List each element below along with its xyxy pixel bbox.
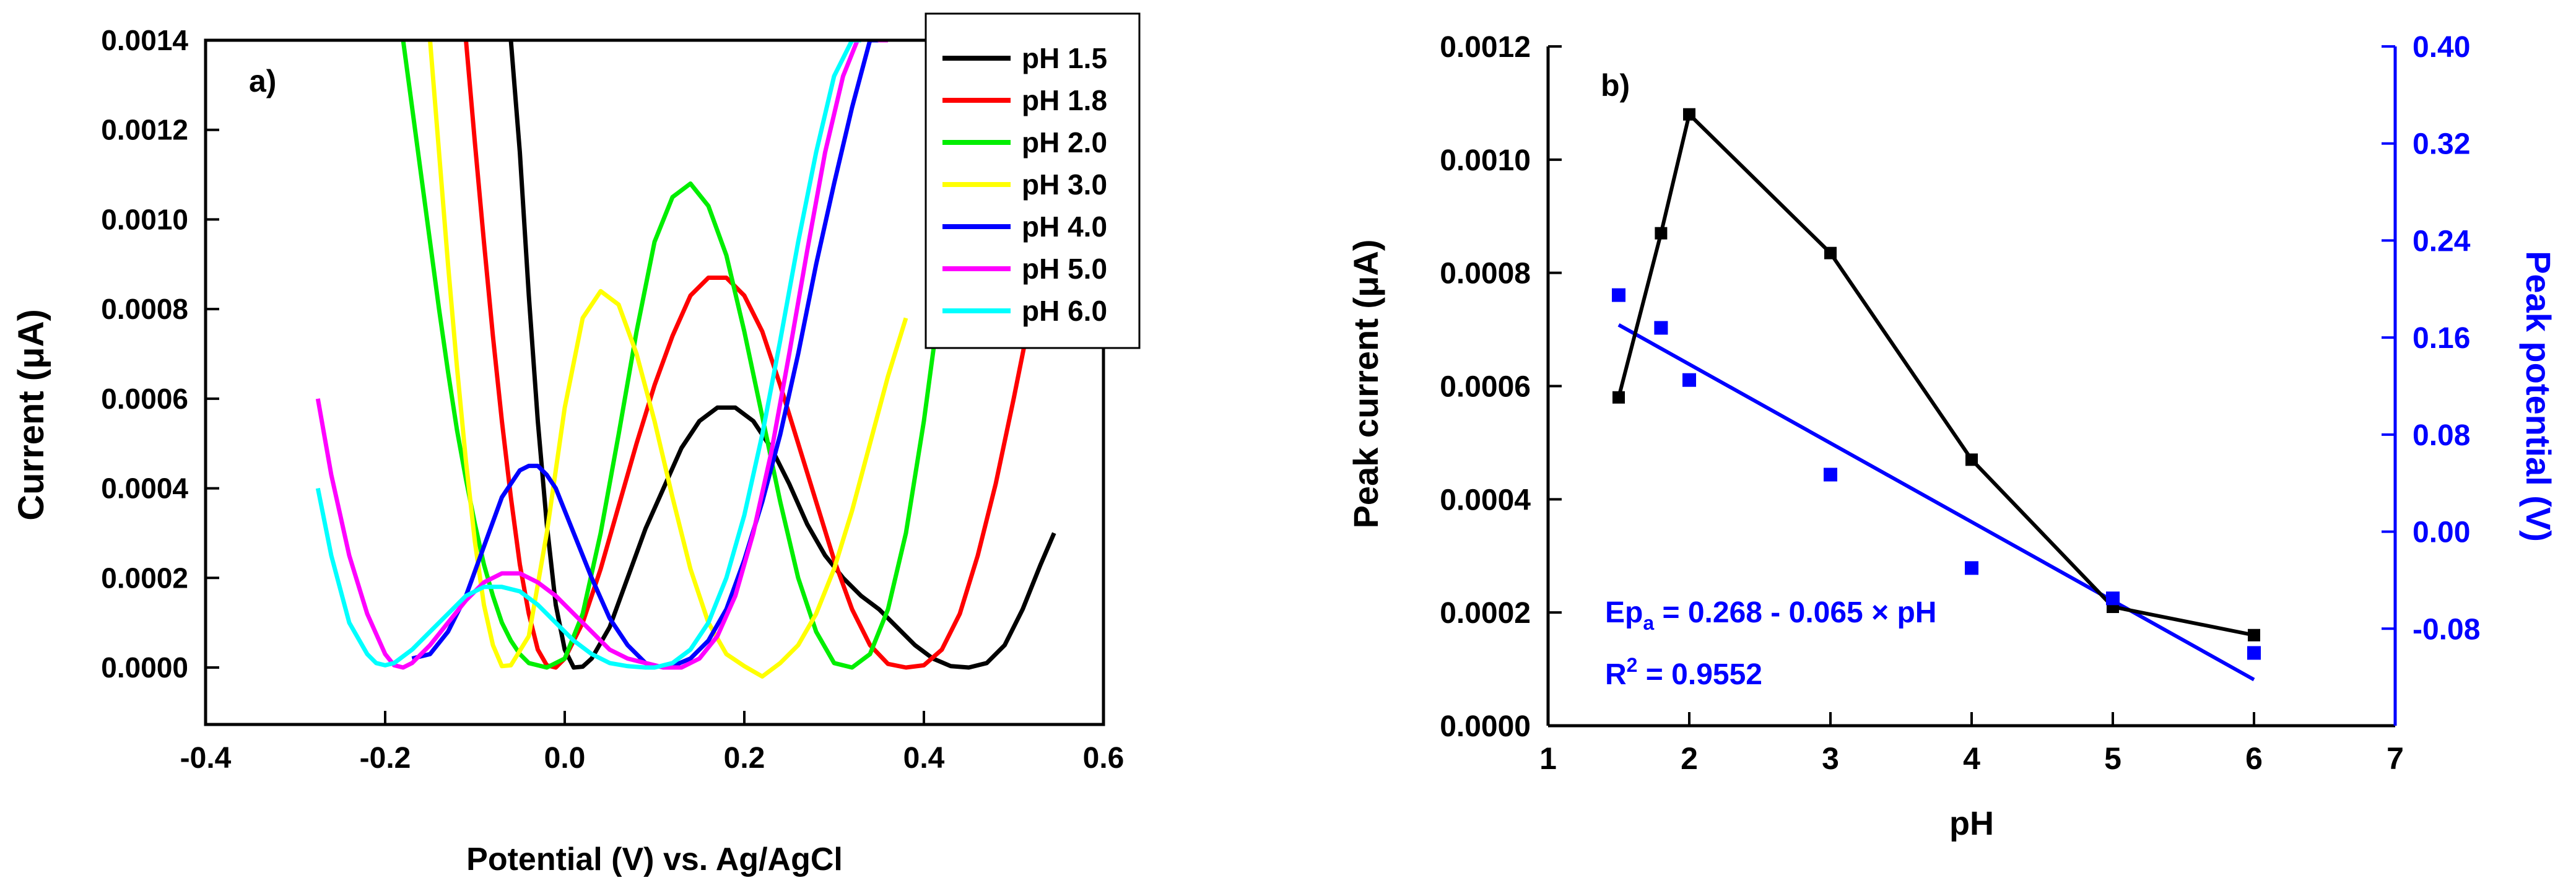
y-tick-label: 0.0000 xyxy=(1440,710,1531,743)
x-tick-label: 2 xyxy=(1681,741,1698,776)
y-axis-label-right: Peak potential (V) xyxy=(2519,251,2558,542)
potential-point xyxy=(1965,561,1978,575)
y-axis-label: Peak current (μA) xyxy=(1346,240,1385,529)
potential-point xyxy=(1654,321,1668,335)
current-line xyxy=(1617,112,2255,637)
x-tick-label: 0.2 xyxy=(724,742,765,775)
y-tick-label: 0.0006 xyxy=(1440,371,1531,404)
y-tick-label: 0.0006 xyxy=(101,383,188,415)
potential-point xyxy=(1682,373,1696,387)
series-line xyxy=(508,40,1056,670)
series-line xyxy=(315,40,861,670)
current-point xyxy=(2248,629,2260,642)
current-point xyxy=(1612,391,1625,404)
series-group xyxy=(315,40,1056,679)
y-tick-label: 0.0004 xyxy=(1440,484,1531,516)
fit-line xyxy=(1617,323,2255,682)
panel-b: b) 1 2 3 4 5 6 7 0.0000 0.0002 0.0004 0.0006 0.0008… xyxy=(1346,31,2558,842)
y-tick-label: 0.0008 xyxy=(101,293,188,325)
r2-rest: = 0.9552 xyxy=(1637,658,1762,691)
legend-label: pH 1.8 xyxy=(1022,84,1107,116)
current-point xyxy=(1824,246,1837,259)
legend-label: pH 1.5 xyxy=(1022,42,1107,74)
tick-group: 1 2 3 4 5 6 7 0.0000 0.0002 0.0004 0.0006 0.0008 0.0… xyxy=(1440,31,2480,776)
x-tick-label: -0.2 xyxy=(360,742,411,775)
legend-box xyxy=(925,12,1141,349)
y-tick-label-right: -0.08 xyxy=(2413,613,2480,646)
x-tick-label: 7 xyxy=(2387,741,2404,776)
y-axis-label: Current (μA) xyxy=(11,309,51,521)
legend-label: pH 3.0 xyxy=(1022,168,1107,201)
x-tick-label: 0.6 xyxy=(1083,742,1125,775)
potential-point xyxy=(1612,288,1625,302)
x-tick-label: 0.4 xyxy=(903,742,945,775)
panel-label: a) xyxy=(249,64,276,98)
legend-label: pH 2.0 xyxy=(1022,126,1107,159)
x-tick-label: 3 xyxy=(1822,741,1839,776)
plot-frame xyxy=(204,38,1105,726)
r-squared: R2 = 0.9552 xyxy=(1605,654,1762,691)
potential-point xyxy=(2106,591,2120,606)
y-tick-label-right: 0.16 xyxy=(2413,322,2470,355)
series-line xyxy=(315,40,888,670)
legend-label: pH 5.0 xyxy=(1022,253,1107,285)
x-tick-label: 6 xyxy=(2245,741,2263,776)
y-tick-label: 0.0008 xyxy=(1440,258,1531,290)
panel-a: a) -0.4 -0.2 0.0 0.2 0.4 0.6 0.0000 0.0002 0.000… xyxy=(11,12,1141,877)
panel-label: b) xyxy=(1601,68,1630,103)
legend-label: pH 6.0 xyxy=(1022,295,1107,327)
y-tick-label-right: 0.32 xyxy=(2413,128,2470,161)
x-tick-label: 0.0 xyxy=(544,742,586,775)
legend-label: pH 4.0 xyxy=(1022,211,1107,243)
potential-point xyxy=(1824,468,1837,482)
y-tick-label: 0.0000 xyxy=(101,651,188,684)
y-tick-label-right: 0.24 xyxy=(2413,225,2471,258)
eq-subscript: a xyxy=(1643,612,1654,634)
y-tick-label: 0.0012 xyxy=(101,114,188,146)
y-tick-label: 0.0010 xyxy=(101,203,188,235)
y-tick-label-right: 0.40 xyxy=(2413,31,2470,64)
r2-base: R xyxy=(1605,658,1627,691)
series-line xyxy=(411,40,879,670)
r2-superscript: 2 xyxy=(1627,654,1638,676)
current-point xyxy=(1965,453,1978,466)
y-tick-label-right: 0.08 xyxy=(2413,419,2470,452)
series-group xyxy=(1612,108,2261,682)
y-tick-label: 0.0004 xyxy=(101,472,188,505)
eq-rest: = 0.268 - 0.065 × pH xyxy=(1654,596,1936,629)
x-tick-label: 5 xyxy=(2104,741,2121,776)
current-point xyxy=(1655,227,1668,240)
y-tick-label-right: 0.00 xyxy=(2413,516,2470,549)
series-line xyxy=(428,40,908,679)
x-tick-label: 4 xyxy=(1963,741,1980,776)
legend: pH 1.5 pH 1.8 pH 2.0 pH 3.0 pH 4.0 pH 5.0 pH 6… xyxy=(925,12,1141,349)
y-tick-label: 0.0010 xyxy=(1440,144,1531,177)
x-tick-label: 1 xyxy=(1539,741,1557,776)
tick-group: -0.4 -0.2 0.0 0.2 0.4 0.6 0.0000 0.0002 0.0004 0.… xyxy=(101,24,1124,775)
current-point xyxy=(1683,108,1695,121)
series-line xyxy=(401,40,944,670)
y-tick-label: 0.0002 xyxy=(1440,597,1531,630)
potential-point xyxy=(2247,646,2261,660)
y-tick-label: 0.0012 xyxy=(1440,31,1531,64)
y-tick-label: 0.0014 xyxy=(101,24,188,56)
x-axis-label: Potential (V) vs. Ag/AgCl xyxy=(466,842,843,877)
x-axis-label: pH xyxy=(1949,805,1994,842)
eq-base: Ep xyxy=(1605,596,1643,629)
y-tick-label: 0.0002 xyxy=(101,562,188,594)
x-tick-label: -0.4 xyxy=(180,742,232,775)
regression-equation: Epa = 0.268 - 0.065 × pH xyxy=(1605,596,1936,634)
